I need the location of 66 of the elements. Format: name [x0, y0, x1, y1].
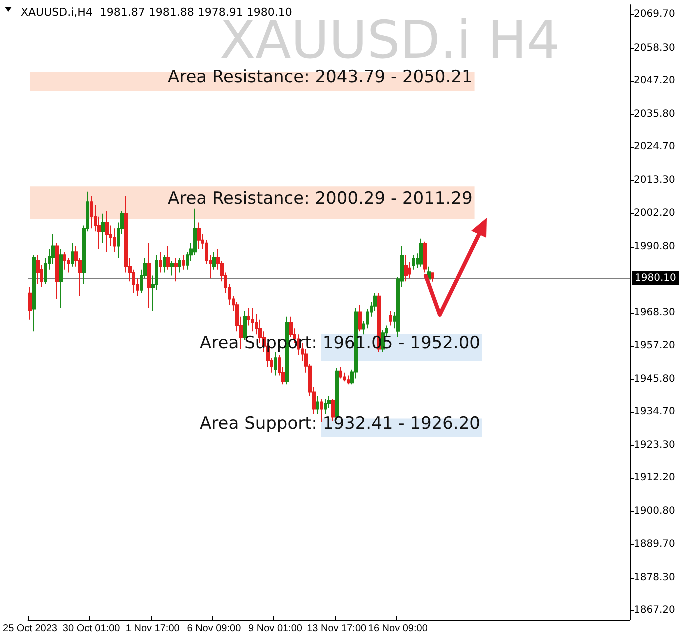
band-label: Area Support: 1932.41 - 1926.20 [200, 414, 480, 434]
x-tick-label: 30 Oct 01:00 [62, 624, 121, 634]
y-tick-label: 1968.30 [634, 308, 676, 319]
candlestick [174, 258, 178, 282]
y-tick-label: 1867.20 [634, 605, 676, 616]
candlestick [389, 310, 392, 326]
y-tick-label: 2047.20 [634, 75, 676, 86]
candlestick [412, 254, 415, 270]
candlestick [71, 242, 74, 268]
candlestick [90, 196, 93, 230]
chart-title: XAUUSD.i,H4 1981.87 1981.88 1978.91 1980.10 [21, 6, 292, 19]
y-tick-label: 2069.70 [634, 9, 676, 20]
candlestick [32, 254, 36, 332]
y-tick-label: 1878.30 [634, 572, 676, 584]
y-tick-label: 1923.30 [634, 440, 676, 452]
candlestick [163, 254, 166, 274]
candlestick [182, 254, 185, 270]
candlestick [423, 241, 427, 274]
y-tick-label: 1934.70 [634, 406, 676, 418]
y-tick-label: 1990.80 [634, 241, 676, 252]
ref-line-label: 1980.10 [635, 272, 676, 284]
candlestick [324, 398, 327, 415]
candlestick [431, 272, 434, 282]
candlestick [358, 304, 362, 332]
candlestick [251, 308, 254, 332]
candlestick [170, 260, 174, 276]
band-label: Area Resistance: 2043.79 - 2050.21 [168, 68, 473, 88]
y-tick-label: 2058.30 [634, 42, 676, 54]
candlestick [105, 210, 109, 253]
y-tick-label: 1945.80 [634, 374, 676, 385]
candlestick [101, 213, 105, 244]
candlestick [212, 252, 216, 270]
candlestick [419, 238, 423, 268]
x-tick-label: 9 Nov 01:00 [248, 624, 303, 634]
candlestick [243, 310, 247, 341]
candlestick [55, 242, 59, 300]
y-tick-label: 1957.20 [634, 340, 676, 352]
candlestick [320, 398, 323, 423]
x-tick-label: 6 Nov 09:00 [187, 624, 242, 634]
y-tick-label: 2024.70 [634, 142, 676, 153]
candlestick [339, 366, 342, 380]
candlestick [36, 254, 40, 286]
candlestick [63, 252, 66, 270]
y-tick-label: 2013.30 [634, 175, 676, 186]
band-label: Area Resistance: 2000.29 - 2011.29 [168, 188, 473, 209]
candlestick [404, 254, 408, 282]
candlestick [147, 242, 151, 309]
y-tick-label: 1889.70 [634, 538, 676, 550]
candlestick [159, 252, 162, 274]
candlestick [197, 222, 201, 250]
candlestick [178, 258, 181, 274]
y-tick-label: 2035.80 [634, 108, 676, 120]
candlestick [113, 228, 116, 253]
candlestick [274, 352, 277, 376]
x-tick-label: 16 Nov 09:00 [368, 624, 428, 634]
candlestick [28, 286, 32, 320]
candlestick [59, 248, 63, 309]
y-tick-label: 2002.20 [634, 208, 676, 219]
candlestick [347, 375, 350, 386]
y-tick-label: 1912.20 [634, 472, 676, 484]
candlestick [166, 246, 170, 270]
candlestick [316, 396, 319, 415]
x-tick-label: 1 Nov 17:00 [126, 624, 180, 634]
y-tick-label: 1900.80 [634, 506, 676, 518]
x-tick-label: 25 Oct 2023 [3, 624, 58, 634]
x-tick-label: 13 Nov 17:00 [307, 624, 367, 634]
